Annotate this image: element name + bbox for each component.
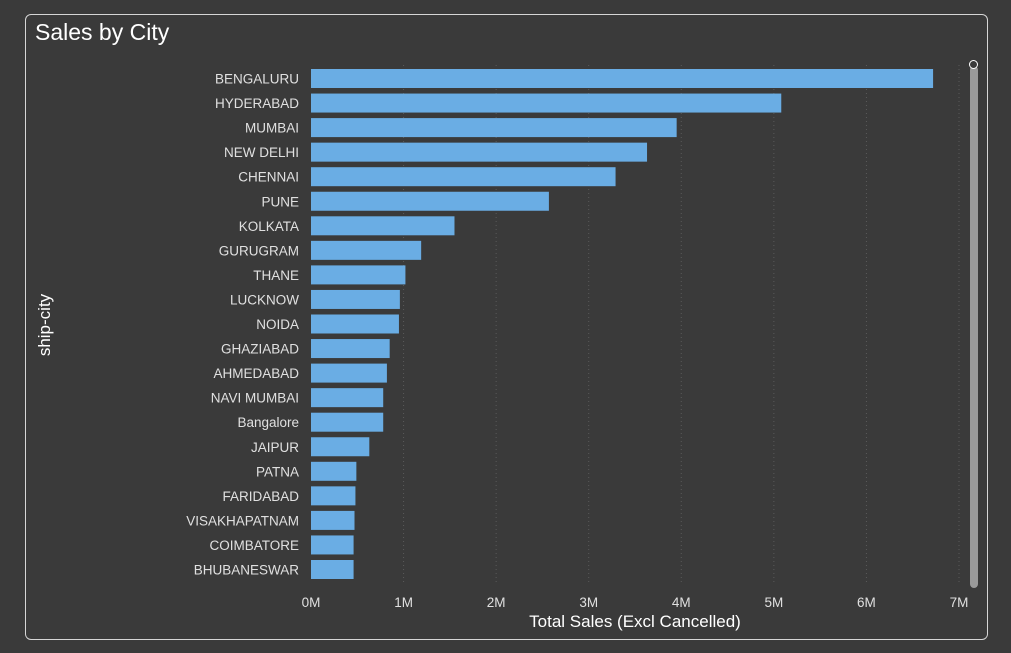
bar bbox=[311, 388, 384, 408]
y-tick-label: KOLKATA bbox=[239, 219, 299, 234]
vertical-scrollbar[interactable] bbox=[970, 66, 978, 588]
bar bbox=[311, 486, 356, 506]
x-axis-label: Total Sales (Excl Cancelled) bbox=[529, 612, 741, 631]
bar bbox=[311, 535, 354, 555]
y-tick-label: GURUGRAM bbox=[219, 243, 299, 258]
x-tick-label: 1M bbox=[394, 595, 413, 610]
x-tick-label: 3M bbox=[579, 595, 598, 610]
y-tick-label: NAVI MUMBAI bbox=[211, 391, 299, 406]
bar bbox=[311, 560, 354, 579]
bar bbox=[311, 461, 357, 481]
x-tick-label: 2M bbox=[487, 595, 506, 610]
y-tick-label: PUNE bbox=[261, 194, 299, 209]
y-tick-label: AHMEDABAD bbox=[213, 366, 299, 381]
y-tick-label: HYDERABAD bbox=[215, 96, 299, 111]
bar bbox=[311, 510, 355, 530]
bar bbox=[311, 240, 422, 260]
bar bbox=[311, 314, 399, 334]
bar bbox=[311, 265, 406, 285]
bar bbox=[311, 289, 400, 309]
y-tick-label: COIMBATORE bbox=[209, 538, 299, 553]
bar bbox=[311, 69, 934, 88]
y-tick-label: THANE bbox=[253, 268, 299, 283]
x-tick-label: 6M bbox=[857, 595, 876, 610]
chart-title: Sales by City bbox=[35, 19, 170, 45]
bar bbox=[311, 339, 390, 359]
y-tick-label: VISAKHAPATNAM bbox=[186, 513, 299, 528]
y-tick-label: FARIDABAD bbox=[222, 489, 299, 504]
y-tick-label: NEW DELHI bbox=[224, 145, 299, 160]
bar bbox=[311, 93, 782, 113]
y-tick-label: GHAZIABAD bbox=[221, 342, 299, 357]
y-tick-label: PATNA bbox=[256, 464, 299, 479]
bar bbox=[311, 118, 677, 138]
x-tick-label: 5M bbox=[764, 595, 783, 610]
y-tick-label: LUCKNOW bbox=[230, 292, 299, 307]
y-tick-label: MUMBAI bbox=[245, 121, 299, 136]
y-tick-label: BENGALURU bbox=[215, 72, 299, 87]
bar bbox=[311, 142, 648, 162]
bar bbox=[311, 363, 387, 383]
bar bbox=[311, 437, 370, 457]
x-tick-label: 7M bbox=[950, 595, 969, 610]
bar bbox=[311, 191, 549, 211]
y-tick-label: CHENNAI bbox=[238, 170, 299, 185]
y-tick-label: JAIPUR bbox=[251, 440, 299, 455]
bar bbox=[311, 412, 384, 432]
x-tick-label: 4M bbox=[672, 595, 691, 610]
chart-panel bbox=[25, 14, 988, 640]
y-tick-label: Bangalore bbox=[237, 415, 299, 430]
bar bbox=[311, 167, 616, 187]
scrollbar-handle[interactable] bbox=[969, 60, 978, 69]
x-tick-label: 0M bbox=[302, 595, 321, 610]
bar bbox=[311, 216, 455, 236]
y-tick-label: NOIDA bbox=[256, 317, 299, 332]
y-tick-label: BHUBANESWAR bbox=[194, 563, 300, 578]
